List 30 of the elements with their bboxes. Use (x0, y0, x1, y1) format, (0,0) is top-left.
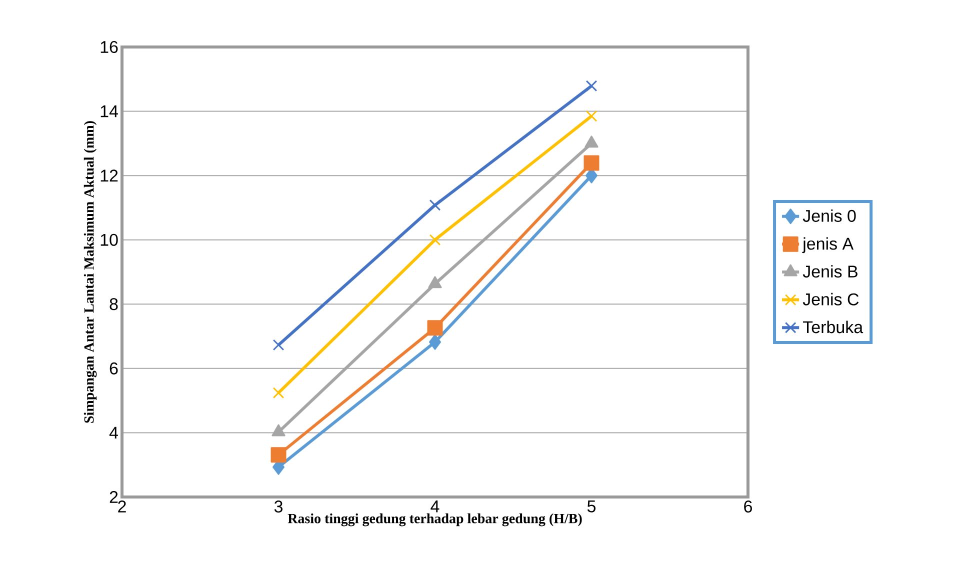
y-tick-label: 4 (109, 426, 118, 439)
x-tick-label: 2 (118, 500, 126, 512)
point (584, 155, 600, 171)
x-tick-label: 3 (274, 500, 282, 513)
point (429, 234, 441, 246)
point (586, 80, 598, 92)
point (586, 110, 598, 122)
y-tick-label: 8 (110, 298, 118, 310)
point (429, 334, 441, 350)
legend-label: Jenis B (802, 265, 858, 278)
y-tick-label: 14 (100, 105, 118, 118)
point (429, 199, 441, 211)
y-tick-label: 6 (110, 362, 118, 374)
x-tick-label: 4 (430, 500, 440, 512)
point (427, 320, 443, 336)
legend-label: jenis A (802, 237, 854, 254)
legend-label: Jenis C (802, 292, 859, 306)
point (270, 447, 286, 463)
x-tick-label: 5 (587, 500, 596, 512)
y-tick-label: 2 (110, 491, 118, 503)
point (272, 339, 284, 351)
y-tick-label: 10 (100, 234, 118, 246)
x-axis-title: Rasio tinggi gedung terhadap lebar gedung (H/B) (288, 513, 582, 526)
x-tick-label: 6 (744, 500, 752, 513)
legend-label: Terbuka (802, 320, 864, 334)
point (272, 387, 284, 399)
y-axis-title: Simpangan Antar Lantai Maksimum Aktual (mm) (84, 121, 97, 423)
y-tick-label: 12 (100, 170, 118, 182)
y-tick-label: 16 (100, 40, 118, 54)
legend-label: Jenis 0 (802, 209, 856, 222)
